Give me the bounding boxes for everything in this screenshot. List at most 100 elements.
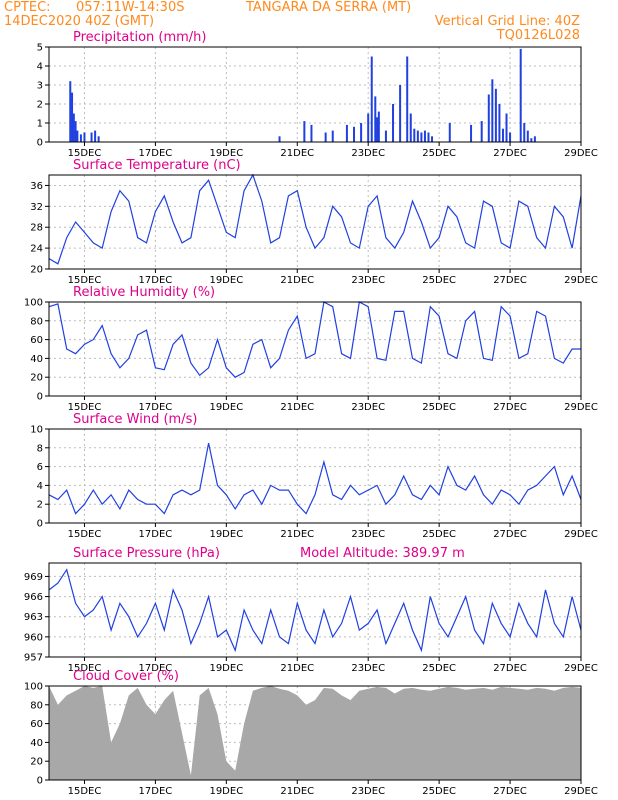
x-tick-label: 27DEC bbox=[493, 786, 527, 797]
y-tick-label: 10 bbox=[30, 425, 43, 436]
x-tick-label: 21DEC bbox=[280, 529, 314, 540]
x-tick-label: 25DEC bbox=[422, 529, 456, 540]
x-tick-label: 17DEC bbox=[139, 148, 173, 159]
x-tick-label: 25DEC bbox=[422, 663, 456, 674]
x-tick-label: 17DEC bbox=[139, 275, 173, 286]
x-tick-label: 25DEC bbox=[422, 148, 456, 159]
y-tick-label: 0 bbox=[37, 776, 43, 787]
y-tick-label: 36 bbox=[30, 181, 43, 192]
x-tick-label: 15DEC bbox=[68, 663, 102, 674]
x-tick-label: 15DEC bbox=[68, 275, 102, 286]
x-tick-label: 23DEC bbox=[351, 148, 385, 159]
x-tick-label: 15DEC bbox=[68, 402, 102, 413]
y-tick-label: 60 bbox=[30, 335, 43, 346]
x-tick-label: 25DEC bbox=[422, 786, 456, 797]
x-tick-label: 19DEC bbox=[209, 529, 243, 540]
precip-bar bbox=[423, 130, 426, 142]
precip-bar bbox=[530, 138, 533, 142]
precip-bar bbox=[384, 130, 387, 142]
series-line bbox=[48, 442, 582, 515]
precip-bar bbox=[509, 132, 512, 142]
y-tick-label: 5 bbox=[37, 43, 43, 54]
y-tick-label: 969 bbox=[24, 572, 43, 583]
precip-bar bbox=[519, 48, 522, 142]
precip-bar bbox=[494, 88, 497, 142]
x-tick-label: 17DEC bbox=[139, 402, 173, 413]
x-tick-label: 15DEC bbox=[68, 148, 102, 159]
x-tick-label: 17DEC bbox=[139, 529, 173, 540]
y-tick-label: 40 bbox=[30, 738, 43, 749]
precip-bar bbox=[448, 123, 451, 142]
precip-bar bbox=[409, 113, 412, 142]
x-tick-label: 27DEC bbox=[493, 148, 527, 159]
y-tick-label: 80 bbox=[30, 316, 43, 327]
x-tick-label: 21DEC bbox=[280, 663, 314, 674]
precip-bar bbox=[413, 128, 416, 142]
y-tick-label: 20 bbox=[30, 757, 43, 768]
x-tick-label: 15DEC bbox=[68, 529, 102, 540]
panel-frame bbox=[48, 174, 582, 270]
x-tick-label: 19DEC bbox=[209, 402, 243, 413]
precip-bar bbox=[427, 132, 430, 142]
source-label: CPTEC: bbox=[4, 0, 51, 15]
panel-2: Surface Temperature (nC) 20 24 28 32 36 15DEC 1… bbox=[30, 158, 598, 286]
y-tick-label: 100 bbox=[24, 298, 43, 309]
x-tick-label: 17DEC bbox=[139, 663, 173, 674]
x-tick-label: 19DEC bbox=[209, 663, 243, 674]
y-tick-label: 6 bbox=[37, 462, 43, 473]
precip-bar bbox=[76, 130, 79, 142]
y-tick-label: 2 bbox=[37, 100, 43, 111]
precip-bar bbox=[480, 121, 483, 142]
precip-bar bbox=[74, 121, 77, 142]
precip-bar bbox=[406, 56, 409, 142]
y-tick-label: 32 bbox=[30, 202, 43, 213]
y-tick-label: 2 bbox=[37, 500, 43, 511]
x-tick-label: 23DEC bbox=[351, 402, 385, 413]
precip-bar bbox=[370, 56, 373, 142]
precip-bar bbox=[498, 104, 501, 142]
x-tick-label: 29DEC bbox=[564, 402, 598, 413]
station-label: TANGARA DA SERRA (MT) bbox=[246, 0, 412, 15]
y-tick-label: 20 bbox=[30, 265, 43, 276]
y-tick-label: 0 bbox=[37, 519, 43, 530]
y-tick-label: 1 bbox=[37, 119, 43, 130]
precip-bar bbox=[420, 132, 423, 142]
panel-title: Surface Wind (m/s) bbox=[73, 412, 197, 427]
y-tick-label: 28 bbox=[30, 223, 43, 234]
y-tick-label: 40 bbox=[30, 354, 43, 365]
x-tick-label: 21DEC bbox=[280, 786, 314, 797]
precip-bar bbox=[501, 128, 504, 142]
precip-bar bbox=[377, 111, 380, 142]
series-line bbox=[48, 173, 582, 265]
panel-title: Precipitation (mm/h) bbox=[73, 30, 206, 45]
gridline-label: Vertical Grid Line: 40Z bbox=[434, 14, 580, 29]
precip-bar bbox=[376, 117, 379, 142]
precip-bar bbox=[487, 94, 490, 142]
precip-bar bbox=[526, 130, 529, 142]
coords-label: 057:11W-14:30S bbox=[76, 0, 185, 15]
precip-bar bbox=[97, 136, 100, 142]
precip-bar bbox=[360, 123, 363, 142]
panel-title: Cloud Cover (%) bbox=[73, 669, 179, 684]
x-tick-label: 29DEC bbox=[564, 275, 598, 286]
x-tick-label: 27DEC bbox=[493, 529, 527, 540]
x-tick-label: 29DEC bbox=[564, 148, 598, 159]
panel-3: Relative Humidity (%) 0 20 40 60 80 100 15DEC 17… bbox=[24, 285, 598, 413]
y-tick-label: 0 bbox=[37, 392, 43, 403]
x-tick-label: 23DEC bbox=[351, 786, 385, 797]
x-tick-label: 21DEC bbox=[280, 402, 314, 413]
y-tick-label: 80 bbox=[30, 700, 43, 711]
model-id-label: TQ0126L028 bbox=[496, 28, 580, 43]
x-tick-label: 25DEC bbox=[422, 275, 456, 286]
precip-bar bbox=[83, 132, 86, 142]
precip-bar bbox=[392, 104, 395, 142]
precip-bar bbox=[94, 130, 97, 142]
precip-bar bbox=[470, 124, 473, 142]
precip-bar bbox=[374, 96, 377, 142]
panel-frame bbox=[48, 685, 582, 781]
precip-bar bbox=[533, 136, 536, 142]
precip-bar bbox=[416, 130, 419, 142]
panel-frame bbox=[48, 46, 582, 143]
run-label: 14DEC2020 40Z (GMT) bbox=[4, 14, 155, 29]
